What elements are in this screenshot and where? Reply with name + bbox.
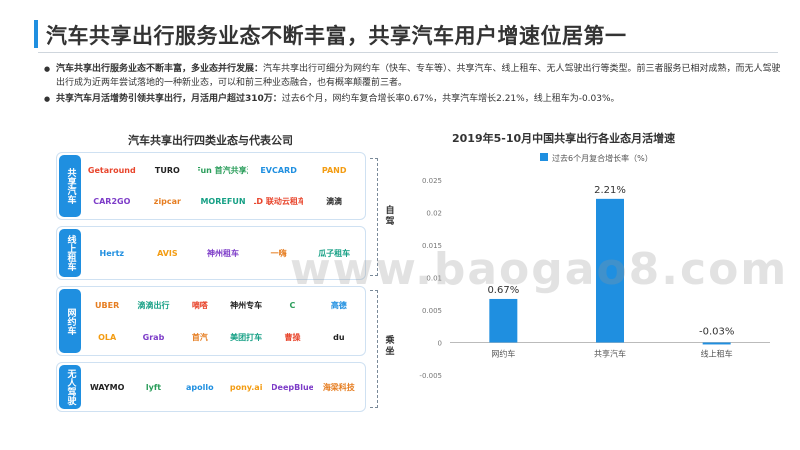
company-logo: 海梁科技 (322, 382, 355, 392)
data-label: -0.03% (699, 327, 734, 338)
company-logo: pony.ai (229, 382, 263, 392)
bracket-self-drive (370, 158, 378, 276)
bar-chart: 过去6个月复合增长率（%） -0.005 0 0.005 0.01 0.015 0.02 0.… (419, 153, 770, 380)
x-tick-label: 线上租车 (701, 349, 733, 359)
company-logo: 神州租车 (206, 248, 239, 258)
chart-title: 2019年5-10月中国共享出行各业态月活增速 (452, 132, 676, 145)
title-divider (38, 52, 778, 53)
page-title: 汽车共享出行服务业态不断丰富，共享汽车用户增速位居第一 (46, 24, 627, 48)
company-logo: 瓜子租车 (318, 248, 351, 258)
bullet-lead: 汽车共享出行服务业态不断丰富，多业态并行发展： (56, 64, 264, 74)
bullet-item: 汽车共享出行服务业态不断丰富，多业态并行发展：汽车共享出行可细分为网约车（快车、… (44, 62, 784, 90)
bracket-label-ride: 乘坐 (385, 336, 395, 357)
company-logo: 一嗨 (270, 248, 287, 258)
bracket-label-self-drive: 自驾 (385, 206, 395, 227)
company-logo: 曹操 (284, 332, 301, 342)
company-logo: apollo (186, 382, 214, 392)
y-tick-label: 0 (438, 340, 442, 348)
data-label: 2.21% (594, 185, 626, 196)
group-label: 共享汽车 (59, 155, 81, 217)
bullet-item: 共享汽车月活增势引领共享出行，月活用户超过310万：过去6个月，网约车复合增长率… (44, 92, 784, 106)
group-label: 线上租车 (59, 229, 81, 277)
title-accent-bar (34, 20, 38, 48)
data-label: 0.67% (487, 285, 519, 296)
y-tick-label: 0.01 (426, 275, 442, 283)
company-logo: 神州专车 (230, 300, 263, 310)
company-logo: DeepBlue (272, 382, 313, 392)
bullet-text: 过去6个月，网约车复合增长率0.67%，共享汽车增长2.21%，线上租车为-0.… (281, 94, 620, 104)
company-logo: EVCARD (260, 166, 297, 175)
x-tick-label: 网约车 (491, 349, 515, 359)
company-logo: CAR2GO (93, 197, 131, 206)
company-logo: C (289, 300, 296, 310)
company-logo: 滴滴 (326, 197, 343, 206)
company-logo: 首汽 (191, 332, 208, 342)
group-label-text: 无人驾驶 (65, 369, 76, 405)
company-logo: LD 联动云租车 (253, 197, 304, 206)
company-logo: Grab (142, 332, 165, 342)
group-ride-hailing: 网约车 UBER 滴滴出行 嘀嗒 神州专车 C 高德 OLA Grab 首汽 美团打车 曹操 du (56, 286, 366, 356)
logo-grid: Hertz AVIS 神州租车 一嗨 瓜子租车 (87, 231, 359, 275)
legend-label: 过去6个月复合增长率（%） (552, 153, 653, 163)
group-label: 网约车 (59, 289, 81, 353)
x-tick-label: 共享汽车 (594, 349, 626, 359)
y-tick-label: 0.02 (426, 210, 442, 218)
company-logo: 滴滴出行 (137, 300, 170, 310)
group-shared-car: 共享汽车 Getaround TURO GoFun 首汽共享汽车 EVCARD PAND… (56, 152, 366, 220)
company-logo: UBER (95, 300, 120, 310)
company-logo: lyft (145, 382, 162, 392)
bar (596, 198, 624, 343)
company-logo: Hertz (99, 248, 125, 258)
logo-grid: UBER 滴滴出行 嘀嗒 神州专车 C 高德 OLA Grab 首汽 美团打车 曹操 du (87, 291, 359, 351)
group-label: 无人驾驶 (59, 365, 81, 409)
company-logo: AVIS (157, 248, 178, 258)
y-tick-label: -0.005 (419, 372, 442, 380)
company-logo: du (333, 332, 345, 342)
logo-grid: WAYMO lyft apollo pony.ai DeepBlue 海梁科技 (87, 367, 359, 407)
company-logo: 美团打车 (230, 332, 263, 342)
group-label-text: 线上租车 (65, 235, 76, 271)
bullet-text: 汽车共享出行可细分为网约车（快车、专车等）、共享汽车、线上租车、无人驾驶出行等类… (56, 64, 781, 88)
bar (702, 342, 731, 345)
legend-swatch (540, 153, 548, 161)
group-label-text: 共享汽车 (65, 168, 76, 204)
company-logo: 高德 (330, 300, 347, 310)
bullet-lead: 共享汽车月活增势引领共享出行，月活用户超过310万： (56, 94, 282, 104)
company-logo: TURO (154, 166, 180, 175)
group-online-rental: 线上租车 Hertz AVIS 神州租车 一嗨 瓜子租车 (56, 226, 366, 280)
y-tick-label: 0.015 (422, 242, 442, 250)
company-logo: OLA (98, 332, 117, 342)
company-logo: MOREFUN (200, 197, 246, 206)
company-logo: WAYMO (89, 382, 125, 392)
company-logo: 嘀嗒 (191, 300, 208, 310)
company-logo: zipcar (153, 197, 181, 206)
bullet-list: 汽车共享出行服务业态不断丰富，多业态并行发展：汽车共享出行可细分为网约车（快车、… (44, 62, 784, 108)
logo-grid: Getaround TURO GoFun 首汽共享汽车 EVCARD PAND CAR2G… (87, 157, 359, 215)
y-tick-label: 0.025 (422, 177, 442, 185)
company-logo: PAND (321, 166, 347, 175)
bar (489, 298, 518, 343)
company-logo: Getaround (87, 166, 136, 175)
group-label-text: 网约车 (65, 307, 76, 335)
left-panel-title: 汽车共享出行四类业态与代表公司 (128, 134, 293, 147)
company-logo: GoFun 首汽共享汽车 (198, 166, 248, 175)
group-autonomous: 无人驾驶 WAYMO lyft apollo pony.ai DeepBlue 海梁科技 (56, 362, 366, 412)
bracket-ride (370, 290, 378, 408)
watermark: www.baogao8.com (290, 244, 789, 295)
y-tick-label: 0.005 (422, 307, 442, 315)
